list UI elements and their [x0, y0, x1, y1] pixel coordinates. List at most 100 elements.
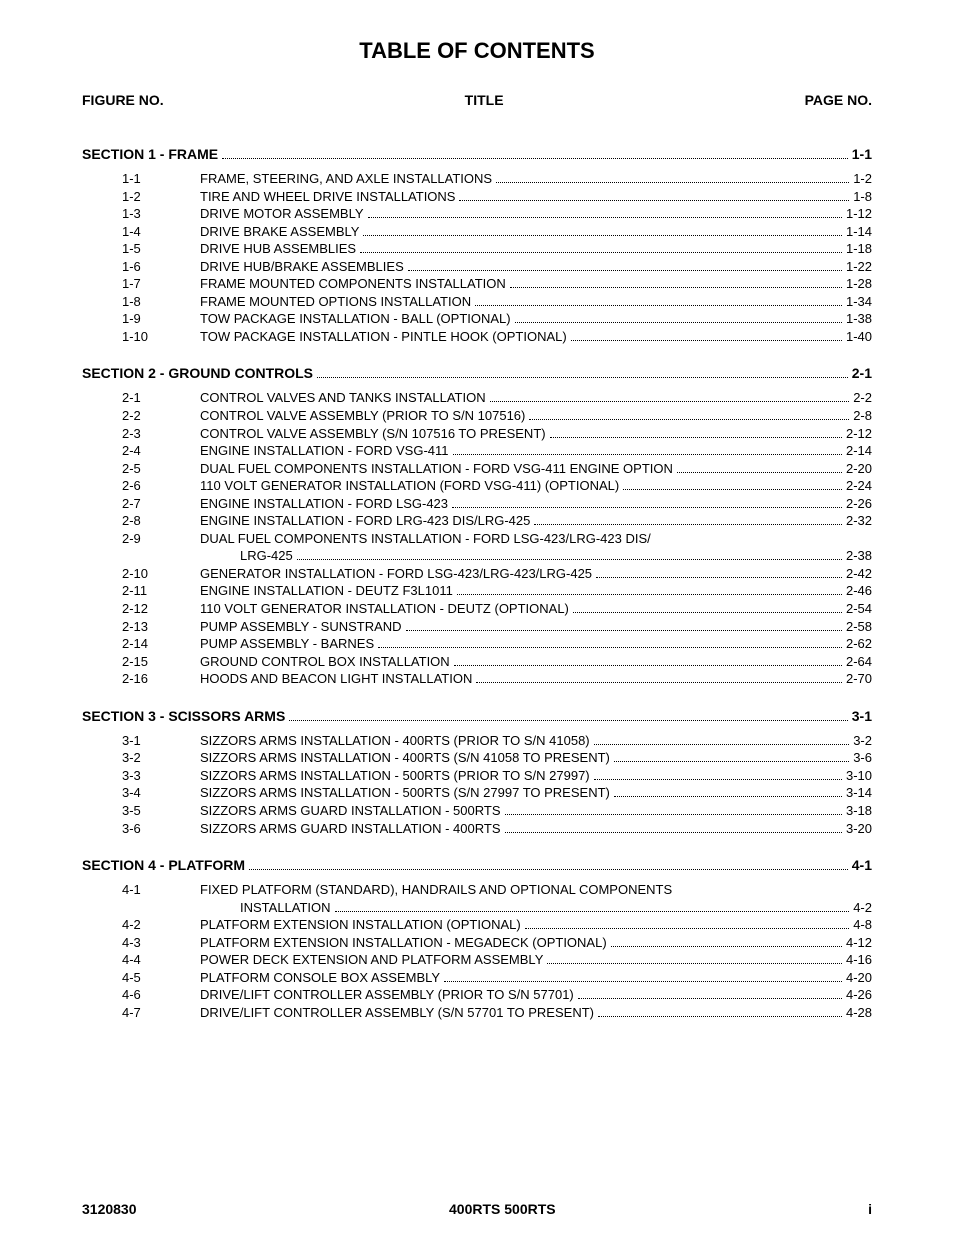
toc-entry-figure: 3-1: [82, 732, 182, 750]
toc-entry: 4-1FIXED PLATFORM (STANDARD), HANDRAILS …: [82, 881, 872, 899]
leader-dots: [547, 955, 842, 964]
toc-section-header: SECTION 1 - FRAME1-1: [82, 146, 872, 162]
toc-entry: 1-3DRIVE MOTOR ASSEMBLY1-12: [82, 205, 872, 223]
toc-entry: 2-12110 VOLT GENERATOR INSTALLATION - DE…: [82, 600, 872, 618]
toc-entry: 2-2CONTROL VALVE ASSEMBLY (PRIOR TO S/N …: [82, 407, 872, 425]
toc-entry-figure: 3-5: [82, 802, 182, 820]
toc-entry-title: TOW PACKAGE INSTALLATION - BALL (OPTIONA…: [182, 310, 511, 328]
toc-entry: 2-3CONTROL VALVE ASSEMBLY (S/N 107516 TO…: [82, 425, 872, 443]
col-header-title: TITLE: [465, 92, 504, 108]
toc-entry-page: 2-62: [846, 635, 872, 653]
toc-entry-page: 2-46: [846, 582, 872, 600]
toc-body: SECTION 1 - FRAME1-1 1-1FRAME, STEERING, …: [82, 146, 872, 1021]
toc-entry-title: CONTROL VALVES AND TANKS INSTALLATION: [182, 389, 486, 407]
toc-entry: 1-5DRIVE HUB ASSEMBLIES1-18: [82, 240, 872, 258]
toc-entry-title: DRIVE HUB ASSEMBLIES: [182, 240, 356, 258]
toc-entry-figure: 2-14: [82, 635, 182, 653]
toc-entry-page: 2-14: [846, 442, 872, 460]
toc-entry: 4-6DRIVE/LIFT CONTROLLER ASSEMBLY (PRIOR…: [82, 986, 872, 1004]
toc-section-header: SECTION 4 - PLATFORM4-1: [82, 857, 872, 873]
toc-entry: 4-4POWER DECK EXTENSION AND PLATFORM ASS…: [82, 951, 872, 969]
toc-entry-page: 1-22: [846, 258, 872, 276]
leader-dots: [505, 806, 842, 815]
toc-entry-page: 1-12: [846, 205, 872, 223]
toc-entry: 3-2SIZZORS ARMS INSTALLATION - 400RTS (S…: [82, 749, 872, 767]
toc-entry-figure: 3-4: [82, 784, 182, 802]
toc-entry-title: SIZZORS ARMS GUARD INSTALLATION - 400RTS: [182, 820, 501, 838]
toc-section-header: SECTION 3 - SCISSORS ARMS3-1: [82, 708, 872, 724]
toc-entry-page: 1-2: [853, 170, 872, 188]
toc-entry-page: 1-38: [846, 310, 872, 328]
leader-dots: [452, 499, 842, 508]
toc-entry-page: 4-12: [846, 934, 872, 952]
leader-dots: [249, 861, 848, 870]
leader-dots: [623, 481, 842, 490]
toc-entry: 1-2TIRE AND WHEEL DRIVE INSTALLATIONS1-8: [82, 188, 872, 206]
toc-entry-figure: 4-3: [82, 934, 182, 952]
leader-dots: [297, 552, 842, 561]
leader-dots: [677, 464, 842, 473]
toc-entry-title: FRAME MOUNTED COMPONENTS INSTALLATION: [182, 275, 506, 293]
toc-entry-page: 4-26: [846, 986, 872, 1004]
toc-entry-figure: 4-5: [82, 969, 182, 987]
leader-dots: [596, 569, 842, 578]
toc-entry-page: 2-20: [846, 460, 872, 478]
toc-entry-figure: 2-9: [82, 530, 182, 548]
leader-dots: [368, 209, 842, 218]
toc-entry-title: PLATFORM EXTENSION INSTALLATION (OPTIONA…: [182, 916, 521, 934]
leader-dots: [459, 192, 849, 201]
toc-entry-title: GROUND CONTROL BOX INSTALLATION: [182, 653, 450, 671]
toc-entry: 1-1FRAME, STEERING, AND AXLE INSTALLATIO…: [82, 170, 872, 188]
toc-entry-page: 3-14: [846, 784, 872, 802]
toc-entry-title: SIZZORS ARMS GUARD INSTALLATION - 500RTS: [182, 802, 501, 820]
toc-entry-figure: 1-7: [82, 275, 182, 293]
leader-dots: [444, 973, 842, 982]
leader-dots: [598, 1008, 842, 1017]
toc-entry-figure: 1-8: [82, 293, 182, 311]
toc-entry-page: 1-28: [846, 275, 872, 293]
toc-entry: 2-6110 VOLT GENERATOR INSTALLATION (FORD…: [82, 477, 872, 495]
toc-section-page: 4-1: [852, 857, 872, 873]
toc-entry-page: 3-20: [846, 820, 872, 838]
toc-entry-title: DRIVE HUB/BRAKE ASSEMBLIES: [182, 258, 404, 276]
toc-entry-figure: 2-7: [82, 495, 182, 513]
toc-entry-title: POWER DECK EXTENSION AND PLATFORM ASSEMB…: [182, 951, 543, 969]
toc-section-label: SECTION 2 - GROUND CONTROLS: [82, 365, 313, 381]
toc-entry-title: 110 VOLT GENERATOR INSTALLATION (FORD VS…: [182, 477, 619, 495]
toc-entry-page: 4-20: [846, 969, 872, 987]
toc-entry-page: 2-70: [846, 670, 872, 688]
toc-entry: 1-7FRAME MOUNTED COMPONENTS INSTALLATION…: [82, 275, 872, 293]
toc-section: SECTION 2 - GROUND CONTROLS2-12-1CONTROL…: [82, 365, 872, 687]
toc-entry-title-wrap: LRG-425: [182, 547, 293, 565]
toc-entry-title: GENERATOR INSTALLATION - FORD LSG-423/LR…: [182, 565, 592, 583]
toc-entry-figure: 2-1: [82, 389, 182, 407]
toc-entry: 2-9DUAL FUEL COMPONENTS INSTALLATION - F…: [82, 530, 872, 548]
toc-entry-page: 2-58: [846, 618, 872, 636]
toc-entry-title: PUMP ASSEMBLY - SUNSTRAND: [182, 618, 402, 636]
col-header-page: PAGE NO.: [805, 92, 872, 108]
toc-entry-figure: 1-3: [82, 205, 182, 223]
toc-entry-title: PUMP ASSEMBLY - BARNES: [182, 635, 374, 653]
footer-center: 400RTS 500RTS: [449, 1201, 556, 1217]
toc-entry-title: FRAME, STEERING, AND AXLE INSTALLATIONS: [182, 170, 492, 188]
toc-entry-page: 1-34: [846, 293, 872, 311]
leader-dots: [594, 771, 842, 780]
toc-entry: 4-7DRIVE/LIFT CONTROLLER ASSEMBLY (S/N 5…: [82, 1004, 872, 1022]
toc-entry: 2-13PUMP ASSEMBLY - SUNSTRAND2-58: [82, 618, 872, 636]
toc-entry-page: 2-26: [846, 495, 872, 513]
toc-entry: 1-9TOW PACKAGE INSTALLATION - BALL (OPTI…: [82, 310, 872, 328]
toc-entry-title: ENGINE INSTALLATION - FORD LSG-423: [182, 495, 448, 513]
leader-dots: [490, 394, 850, 403]
leader-dots: [406, 622, 842, 631]
toc-entry-title: DUAL FUEL COMPONENTS INSTALLATION - FORD…: [182, 460, 673, 478]
leader-dots: [496, 174, 849, 183]
toc-entry-page: 3-2: [853, 732, 872, 750]
toc-entry-title: DRIVE BRAKE ASSEMBLY: [182, 223, 359, 241]
toc-entry-page: 2-24: [846, 477, 872, 495]
footer-left: 3120830: [82, 1201, 137, 1217]
toc-entry-title: TIRE AND WHEEL DRIVE INSTALLATIONS: [182, 188, 455, 206]
toc-entry-title: FIXED PLATFORM (STANDARD), HANDRAILS AND…: [182, 881, 672, 899]
toc-entry: 3-3SIZZORS ARMS INSTALLATION - 500RTS (P…: [82, 767, 872, 785]
toc-entry-page: 1-14: [846, 223, 872, 241]
leader-dots: [222, 150, 848, 159]
